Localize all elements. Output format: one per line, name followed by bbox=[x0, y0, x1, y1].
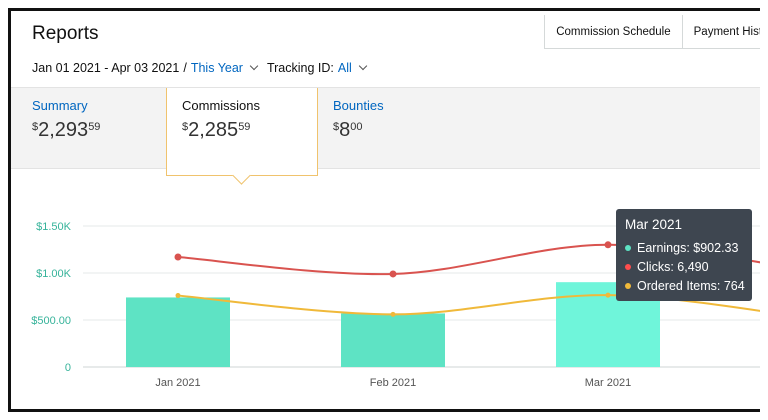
tooltip-title: Mar 2021 bbox=[625, 217, 683, 232]
tooltip-row-clicks: Clicks: 6,490 bbox=[625, 257, 743, 276]
clicks-point bbox=[174, 253, 182, 261]
clicks-point bbox=[604, 241, 612, 249]
filter-row: Jan 01 2021 - Apr 03 2021 / This Year Tr… bbox=[32, 61, 376, 75]
y-tick-label: $1.00K bbox=[36, 268, 72, 280]
period-dropdown[interactable]: This Year bbox=[190, 61, 243, 75]
clicks-point bbox=[389, 270, 397, 278]
earnings-dot-icon bbox=[625, 244, 631, 251]
tracking-id-label: Tracking ID: bbox=[266, 61, 334, 75]
tooltip-row-items: Ordered Items: 764 bbox=[625, 276, 745, 295]
y-tick-label: $1.50K bbox=[36, 221, 72, 233]
date-separator: / bbox=[183, 61, 187, 75]
earnings-bar bbox=[126, 297, 230, 367]
x-tick-label: Feb 2021 bbox=[370, 377, 416, 389]
chart-tooltip: Mar 2021 Earnings: $902.33 Clicks: 6,490… bbox=[616, 209, 752, 301]
bounties-tab[interactable]: Bounties $8 00 bbox=[333, 88, 384, 170]
y-tick-label: $500.00 bbox=[31, 315, 71, 327]
y-tick-label: 0 bbox=[65, 362, 71, 374]
reports-window: Reports Commission Schedule Payment Hist… bbox=[8, 8, 760, 412]
date-range-text: Jan 01 2021 - Apr 03 2021 bbox=[32, 61, 180, 75]
summary-value: $2,293 59 bbox=[32, 119, 101, 141]
top-tabs: Commission Schedule Payment History bbox=[544, 15, 760, 49]
x-tick-label: Jan 2021 bbox=[155, 377, 200, 389]
chevron-down-icon[interactable] bbox=[358, 61, 368, 70]
bounties-label[interactable]: Bounties bbox=[333, 98, 384, 113]
summary-band: Summary $2,293 59 Commissions $2,285 59 Bo… bbox=[11, 87, 760, 176]
ordered-items-point bbox=[390, 311, 396, 317]
page-title: Reports bbox=[32, 23, 99, 44]
earnings-bar bbox=[341, 313, 445, 367]
chevron-down-icon[interactable] bbox=[249, 61, 259, 70]
commissions-label: Commissions bbox=[182, 98, 261, 113]
summary-tab[interactable]: Summary $2,293 59 bbox=[32, 88, 100, 170]
commissions-tab[interactable]: Commissions $2,285 59 bbox=[166, 88, 318, 176]
ordered-items-line bbox=[177, 294, 760, 316]
clicks-dot-icon bbox=[625, 263, 631, 270]
tab-commission-schedule[interactable]: Commission Schedule bbox=[544, 15, 683, 49]
tab-payment-history[interactable]: Payment History bbox=[682, 15, 760, 49]
items-dot-icon bbox=[625, 282, 631, 289]
bounties-value: $8 00 bbox=[333, 119, 363, 141]
ordered-items-point bbox=[605, 292, 611, 298]
ordered-items-point bbox=[175, 293, 181, 299]
summary-label[interactable]: Summary bbox=[32, 98, 88, 113]
x-tick-label: Mar 2021 bbox=[585, 377, 631, 389]
tracking-id-dropdown[interactable]: All bbox=[337, 61, 352, 75]
commissions-value: $2,285 59 bbox=[182, 119, 251, 141]
tooltip-row-earnings: Earnings: $902.33 bbox=[625, 238, 743, 257]
